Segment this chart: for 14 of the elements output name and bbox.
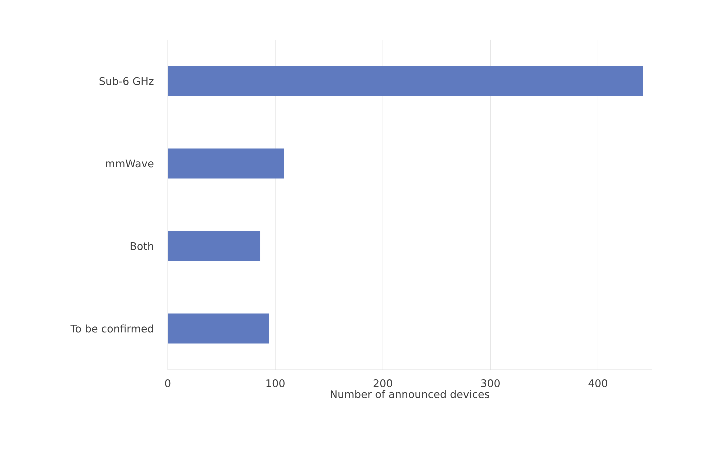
bar: [168, 314, 270, 344]
y-tick-label: To be confirmed: [70, 324, 154, 333]
bar: [168, 231, 261, 262]
bar: [168, 148, 284, 179]
x-axis-title: Number of announced devices: [331, 390, 490, 398]
x-tick-label: 200: [374, 380, 392, 388]
y-tick-label: Sub-6 GHz: [100, 77, 154, 86]
x-tick-label: 400: [588, 380, 608, 388]
y-tick-label: mmWave: [106, 160, 154, 168]
x-tick-label: 0: [165, 380, 171, 388]
x-tick-label: 100: [266, 380, 285, 388]
x-tick-label: 300: [481, 380, 500, 388]
y-tick-label: Both: [130, 242, 154, 250]
bar: [168, 66, 644, 96]
